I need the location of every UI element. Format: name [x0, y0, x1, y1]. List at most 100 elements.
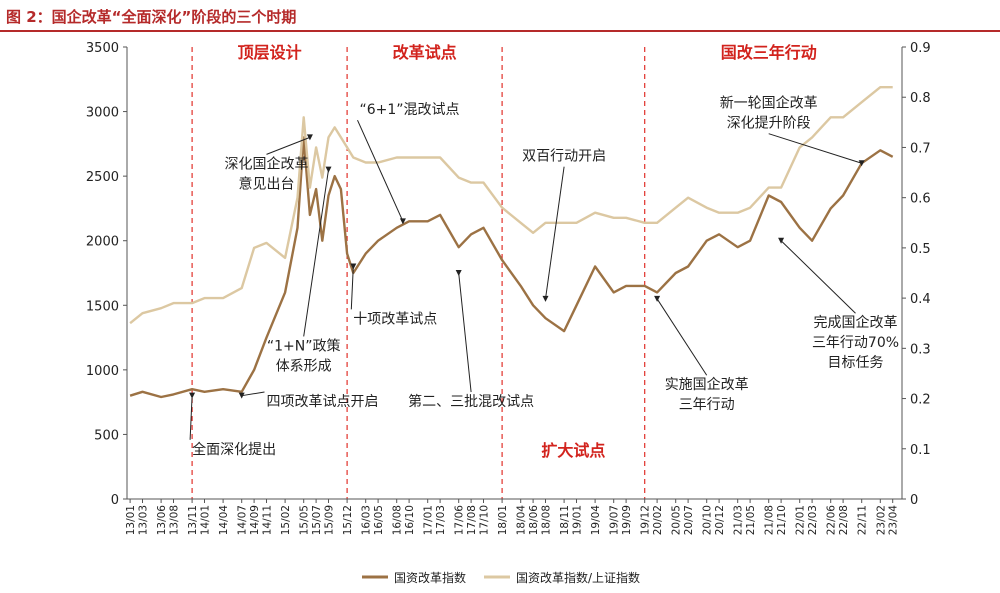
x-tick-label: 18/01 [497, 505, 509, 535]
y-tick-label: 3500 [86, 41, 119, 56]
y2-tick-label: 0.6 [910, 192, 931, 207]
annotation-text: 完成国企改革 [814, 314, 898, 331]
x-tick-label: 18/11 [559, 505, 571, 535]
x-tick-label: 14/11 [262, 505, 274, 535]
annotation-text: 深化提升阶段 [727, 116, 811, 132]
title-divider [0, 30, 1000, 32]
x-tick-label: 16/03 [361, 505, 373, 535]
y-tick-label: 2500 [86, 170, 119, 185]
x-tick-label: 17/06 [454, 505, 466, 536]
x-tick-label: 17/01 [423, 505, 435, 535]
phase-label: 改革试点 [393, 43, 457, 62]
y2-tick-label: 0 [910, 493, 918, 508]
x-tick-label: 17/08 [466, 505, 478, 535]
annotation-leader-line [241, 391, 265, 397]
series-layer [129, 85, 894, 399]
y2-tick-label: 0.5 [910, 242, 931, 257]
x-tick-label: 15/12 [342, 505, 354, 535]
x-tick-label: 14/04 [218, 505, 230, 536]
annotation-text: 体系形成 [276, 358, 332, 374]
phase-label: 国改三年行动 [721, 43, 817, 62]
x-tick-label: 17/03 [435, 505, 447, 535]
annotation-arrowhead [455, 270, 462, 276]
annotation-leader-line [545, 166, 565, 299]
x-tick-label: 14/01 [200, 505, 212, 535]
x-tick-label: 22/06 [826, 505, 838, 536]
x-tick-label: 16/05 [373, 505, 385, 535]
x-tick-label: 15/05 [299, 505, 311, 535]
annotation-text: 十项改革试点 [353, 311, 437, 327]
y-tick-label: 1500 [86, 299, 119, 314]
x-tick-label: 19/01 [572, 505, 584, 535]
annotation-text: 三年行动70% [812, 335, 899, 351]
annotation-leader-line [357, 119, 404, 222]
y2-tick-label: 0.9 [910, 41, 931, 56]
x-tick-label: 20/10 [702, 505, 714, 535]
y-tick-label: 500 [94, 428, 119, 443]
x-tick-label: 20/07 [683, 505, 695, 535]
y2-tick-label: 0.2 [910, 393, 931, 408]
y2-tick-label: 0.3 [910, 342, 931, 357]
axes-layer: 0 500 1000 1500 2000 2500 3000 3500 0 0.1 0.2 0.3 0.… [86, 41, 931, 535]
x-tick-label: 19/12 [640, 505, 652, 535]
y-tick-label: 2000 [86, 235, 119, 250]
annotation-arrowhead [858, 160, 865, 167]
annotation-text: 目标任务 [828, 355, 884, 371]
annotation-text: 深化国企改革 [225, 155, 309, 172]
annotation-leader-line [768, 133, 862, 164]
x-tick-label: 20/12 [714, 505, 726, 535]
x-tick-label: 21/03 [733, 505, 745, 535]
annotation-arrowhead [542, 295, 549, 302]
phase-label: 扩大试点 [541, 441, 605, 460]
x-tick-label: 21/10 [776, 505, 788, 535]
y-tick-label: 3000 [86, 106, 119, 121]
x-tick-label: 20/05 [671, 505, 683, 535]
y-tick-label: 0 [111, 493, 119, 508]
annotation-leader-line [458, 272, 472, 393]
x-tick-label: 15/09 [324, 505, 336, 535]
annotation-text: 双百行动开启 [522, 149, 606, 165]
annotation-text: 三年行动 [679, 397, 735, 413]
x-tick-label: 23/02 [875, 505, 887, 535]
x-tick-label: 16/10 [404, 505, 416, 535]
x-tick-label: 19/09 [621, 505, 633, 535]
annotation-leader-line [656, 298, 708, 376]
annotation-leader-line [303, 169, 329, 337]
annotation-arrowhead [189, 392, 196, 399]
annotation-text: 实施国企改革 [665, 376, 749, 393]
annotation-text: 四项改革试点开启 [267, 394, 379, 410]
index-series-line [129, 136, 894, 399]
x-tick-label: 14/09 [249, 505, 261, 535]
x-tick-label: 23/04 [888, 505, 900, 536]
annotation-arrowhead [399, 218, 406, 225]
annotation-text: “1+N”政策 [267, 337, 341, 354]
x-tick-label: 15/07 [311, 505, 323, 535]
x-tick-label: 15/02 [280, 505, 292, 535]
x-tick-label: 13/11 [187, 505, 199, 535]
x-tick-label: 21/05 [745, 505, 757, 535]
x-tick-label: 18/06 [528, 505, 540, 536]
annotation-arrowhead [306, 134, 313, 141]
annotation-arrowhead [238, 392, 245, 399]
x-tick-label: 13/08 [169, 505, 181, 535]
x-tick-label: 19/04 [590, 505, 602, 536]
annotation-arrowhead [325, 166, 332, 173]
annotation-text: 新一轮国企改革 [720, 95, 818, 112]
annotation-arrowhead [778, 237, 785, 244]
annotation-leader-line [780, 240, 856, 314]
annotation-text: 第二、三批混改试点 [408, 393, 534, 410]
x-tick-label: 22/08 [838, 505, 850, 535]
x-tick-label: 13/01 [125, 505, 137, 535]
annotation-leader-line [266, 136, 311, 155]
legend: 国资改革指数 国资改革指数/上证指数 [362, 570, 640, 585]
x-tick-label: 16/08 [392, 505, 404, 535]
phase-label: 顶层设计 [238, 43, 302, 62]
x-tick-label: 14/07 [237, 505, 249, 535]
annotation-arrowhead [350, 263, 357, 270]
annotation-leader-line [189, 395, 193, 440]
x-tick-label: 13/06 [156, 505, 168, 536]
x-tick-label: 18/04 [516, 505, 528, 536]
